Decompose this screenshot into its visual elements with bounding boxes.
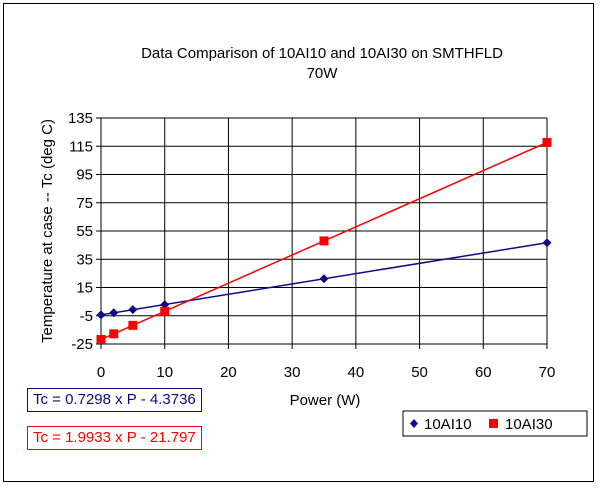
y-tick-label: 135: [68, 110, 93, 127]
data-point-10AI10: [128, 305, 138, 315]
series-10AI10: [96, 238, 552, 320]
trendline-equation-10AI10: Tc = 0.7298 x P - 4.3736: [27, 388, 202, 412]
y-tick-label: 95: [76, 167, 93, 184]
legend-marker-10AI10: [410, 419, 418, 428]
x-tick-label: 30: [284, 364, 301, 381]
chart-title-line-1: Data Comparison of 10AI10 and 10AI30 on …: [141, 45, 503, 62]
y-axis: -25 -5 15 35 55 75 95 115 135: [68, 110, 102, 353]
y-tick-label: -5: [80, 308, 93, 325]
gridlines: [100, 117, 548, 345]
x-tick-label: 60: [475, 364, 492, 381]
chart-title: Data Comparison of 10AI10 and 10AI30 on …: [141, 45, 503, 82]
data-point-10AI30: [109, 329, 119, 339]
data-point-10AI30: [319, 236, 329, 246]
x-tick-label: 50: [411, 364, 428, 381]
y-tick-label: 15: [76, 280, 93, 297]
x-tick-label: 0: [97, 364, 105, 381]
x-axis: 0 10 20 30 40 50 60 70: [97, 343, 556, 381]
x-tick-label: 20: [220, 364, 237, 381]
y-axis-label: Temperature at case -- Tc (deg C): [39, 119, 56, 343]
legend-label-10AI30: 10AI30: [505, 416, 553, 433]
y-tick-label: 35: [76, 251, 93, 268]
trendline-equation-10AI30: Tc = 1.9933 x P - 21.797: [27, 426, 202, 450]
y-tick-label: 115: [69, 138, 93, 155]
data-point-10AI30: [542, 137, 552, 147]
data-point-10AI10: [160, 300, 170, 310]
x-axis-label: Power (W): [290, 392, 361, 409]
data-point-10AI30: [128, 320, 138, 330]
data-point-10AI10: [109, 308, 119, 318]
data-point-10AI30: [160, 306, 170, 316]
x-tick-label: 70: [539, 364, 556, 381]
y-tick-label: -25: [71, 336, 93, 353]
legend-marker-10AI30: [489, 419, 498, 428]
legend: 10AI10 10AI30: [402, 410, 588, 437]
legend-label-10AI10: 10AI10: [424, 416, 472, 433]
x-tick-label: 10: [156, 364, 173, 381]
data-point-10AI10: [319, 274, 329, 284]
data-point-10AI10: [542, 238, 552, 248]
data-point-10AI10: [96, 310, 106, 320]
data-point-10AI30: [96, 334, 106, 344]
y-tick-label: 75: [76, 195, 93, 212]
series-layer: [96, 137, 552, 344]
y-tick-label: 55: [76, 223, 93, 240]
chart-title-line-2: 70W: [307, 65, 339, 82]
series-10AI30: [96, 137, 552, 344]
x-tick-label: 40: [348, 364, 365, 381]
